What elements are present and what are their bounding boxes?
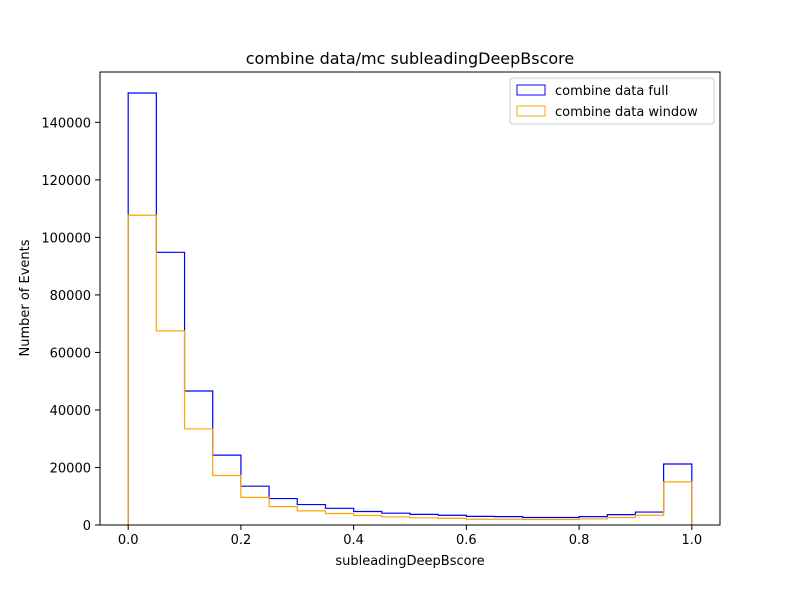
y-tick-label: 20000 (50, 461, 91, 476)
x-tick-label: 0.8 (569, 533, 590, 548)
legend-label-full: combine data full (555, 84, 668, 99)
x-axis-title: subleadingDeepBscore (335, 554, 484, 569)
y-tick-label: 140000 (41, 116, 91, 131)
legend-swatch-full (516, 84, 546, 96)
chart-title: combine data/mc subleadingDeepBscore (246, 49, 575, 68)
y-tick-label: 100000 (41, 231, 91, 246)
y-axis: 0 20000 40000 60000 80000 100000 120000 140000 (41, 116, 100, 534)
legend-box (509, 77, 715, 125)
x-tick-label: 0.0 (118, 533, 139, 548)
x-tick-label: 0.4 (343, 533, 364, 548)
x-tick-label: 1.0 (681, 533, 702, 548)
legend: combine data full combine data window (509, 77, 715, 125)
y-axis-title: Number of Events (18, 239, 33, 356)
plot-frame (99, 71, 721, 526)
y-tick-label: 40000 (50, 404, 91, 419)
y-tick-label: 0 (83, 519, 91, 534)
histogram-series-1 (127, 214, 693, 525)
x-axis: 0.0 0.2 0.4 0.6 0.8 1.0 (118, 525, 702, 548)
legend-swatch-window (516, 105, 546, 117)
x-tick-label: 0.2 (231, 533, 252, 548)
y-tick-label: 80000 (50, 289, 91, 304)
y-tick-label: 120000 (41, 174, 91, 189)
y-tick-label: 60000 (50, 346, 91, 361)
legend-label-window: combine data window (555, 105, 698, 120)
series-layer (127, 92, 693, 525)
x-tick-label: 0.6 (456, 533, 477, 548)
